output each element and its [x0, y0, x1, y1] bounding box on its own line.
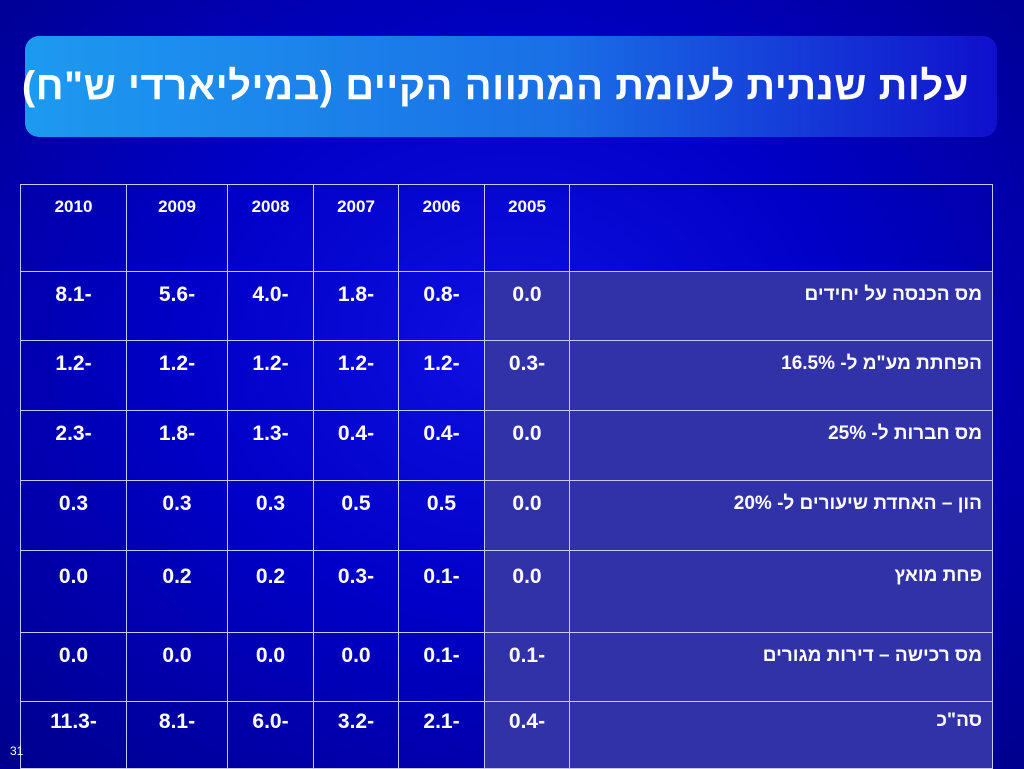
table-cell: -0.3	[484, 340, 570, 411]
row-label: מס רכישה – דירות מגורים	[569, 632, 993, 702]
slide-number: 31	[10, 744, 24, 758]
row-label: הפחתת מע"מ ל- 16.5%	[569, 340, 993, 411]
header-year: 2006	[398, 184, 485, 272]
table-cell: 0.0	[484, 480, 570, 551]
table-cell: -1.8	[126, 410, 228, 481]
table-cell: -0.4	[398, 410, 485, 481]
table-cell: -6.0	[227, 701, 314, 769]
table-row: מס רכישה – דירות מגורים -0.1 -0.1 0.0 0.…	[20, 632, 993, 702]
table-cell: -1.2	[313, 340, 399, 411]
table-cell: 0.0	[20, 550, 127, 633]
table-cell: 0.0	[313, 632, 399, 702]
row-label: פחת מואץ	[569, 550, 993, 633]
table-cell: -4.0	[227, 271, 314, 341]
table-cell: 0.0	[126, 632, 228, 702]
table-cell: 0.5	[313, 480, 399, 551]
table-row: הפחתת מע"מ ל- 16.5% -0.3 -1.2 -1.2 -1.2 …	[20, 340, 993, 411]
table-cell: -1.2	[227, 340, 314, 411]
table-cell: -8.1	[20, 271, 127, 341]
table-cell: -1.2	[126, 340, 228, 411]
table-cell: -1.2	[20, 340, 127, 411]
table-cell: -1.3	[227, 410, 314, 481]
table-cell: 0.2	[227, 550, 314, 633]
table-header-row: 2005 2006 2007 2008 2009 2010	[20, 184, 993, 272]
header-year: 2007	[313, 184, 399, 272]
slide-title: עלות שנתית לעומת המתווה הקיים (במיליארדי…	[21, 64, 969, 108]
header-year: 2009	[126, 184, 228, 272]
row-label: מס הכנסה על יחידים	[569, 271, 993, 341]
table-cell: 0.3	[126, 480, 228, 551]
table-row: מס חברות ל- 25% 0.0 -0.4 -0.4 -1.3 -1.8 …	[20, 410, 993, 481]
total-row: סה"כ -0.4 -2.1 -3.2 -6.0 -8.1 -11.3	[20, 701, 993, 769]
table-cell: 0.0	[484, 271, 570, 341]
table-cell: -8.1	[126, 701, 228, 769]
table-cell: -3.2	[313, 701, 399, 769]
table-cell: -0.8	[398, 271, 485, 341]
row-label: הון – האחדת שיעורים ל- 20%	[569, 480, 993, 551]
table-cell: -2.3	[20, 410, 127, 481]
table-cell: -0.1	[484, 632, 570, 702]
header-year: 2010	[20, 184, 127, 272]
table-row: הון – האחדת שיעורים ל- 20% 0.0 0.5 0.5 0…	[20, 480, 993, 551]
row-label: סה"כ	[569, 701, 993, 769]
table-cell: -0.1	[398, 632, 485, 702]
table-cell: -0.1	[398, 550, 485, 633]
header-year: 2008	[227, 184, 314, 272]
table-cell: -0.4	[313, 410, 399, 481]
table-cell: 0.3	[227, 480, 314, 551]
table-cell: 0.2	[126, 550, 228, 633]
table-cell: 0.5	[398, 480, 485, 551]
table-cell: -1.2	[398, 340, 485, 411]
cost-table: 2005 2006 2007 2008 2009 2010 מס הכנסה ע…	[20, 184, 993, 769]
table-cell: 0.0	[484, 550, 570, 633]
table-cell: -1.8	[313, 271, 399, 341]
table-row: פחת מואץ 0.0 -0.1 -0.3 0.2 0.2 0.0	[20, 550, 993, 633]
row-label: מס חברות ל- 25%	[569, 410, 993, 481]
table-cell: 0.0	[484, 410, 570, 481]
table-cell: -11.3	[20, 701, 127, 769]
table-cell: 0.3	[20, 480, 127, 551]
table-cell: -0.4	[484, 701, 570, 769]
title-banner: עלות שנתית לעומת המתווה הקיים (במיליארדי…	[21, 36, 997, 137]
table-cell: -0.3	[313, 550, 399, 633]
table-cell: -2.1	[398, 701, 485, 769]
table-cell: 0.0	[227, 632, 314, 702]
header-year: 2005	[484, 184, 570, 272]
table-cell: 0.0	[20, 632, 127, 702]
header-label-cell	[569, 184, 993, 272]
table-cell: -5.6	[126, 271, 228, 341]
table-row: מס הכנסה על יחידים 0.0 -0.8 -1.8 -4.0 -5…	[20, 271, 993, 341]
